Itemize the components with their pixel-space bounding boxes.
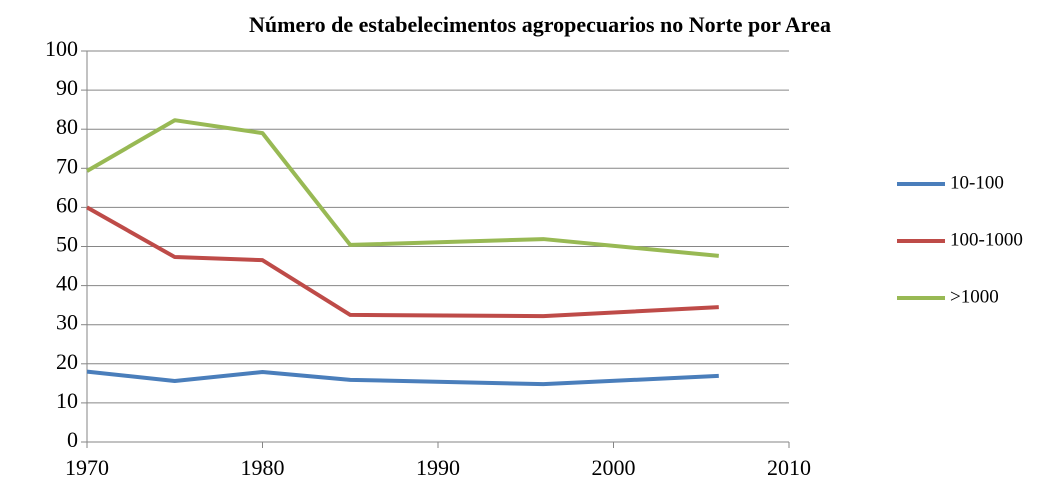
x-tick-label: 2000 [592, 455, 636, 480]
chart-title: Número de estabelecimentos agropecuarios… [249, 12, 831, 37]
y-tick-label: 30 [56, 310, 78, 335]
x-tick-label: 1990 [416, 455, 460, 480]
y-tick-label: 40 [56, 271, 78, 296]
x-tick-label: 2010 [767, 455, 811, 480]
x-tick-label: 1980 [241, 455, 285, 480]
series-line [85, 118, 719, 258]
y-tick-label: 100 [45, 36, 78, 61]
legend-label: 100-1000 [950, 229, 1023, 250]
y-tick-label: 50 [56, 232, 78, 257]
x-tick-label: 1970 [65, 455, 109, 480]
legend-label: >1000 [950, 286, 999, 307]
y-tick-label: 60 [56, 192, 78, 217]
y-tick-label: 70 [56, 153, 78, 178]
series-line [86, 369, 719, 387]
y-tick-label: 0 [67, 427, 78, 452]
series-line [86, 205, 719, 319]
y-tick-label: 20 [56, 349, 78, 374]
y-tick-label: 80 [56, 114, 78, 139]
y-tick-label: 90 [56, 75, 78, 100]
legend-label: 10-100 [950, 172, 1004, 193]
y-tick-label: 10 [56, 388, 78, 413]
